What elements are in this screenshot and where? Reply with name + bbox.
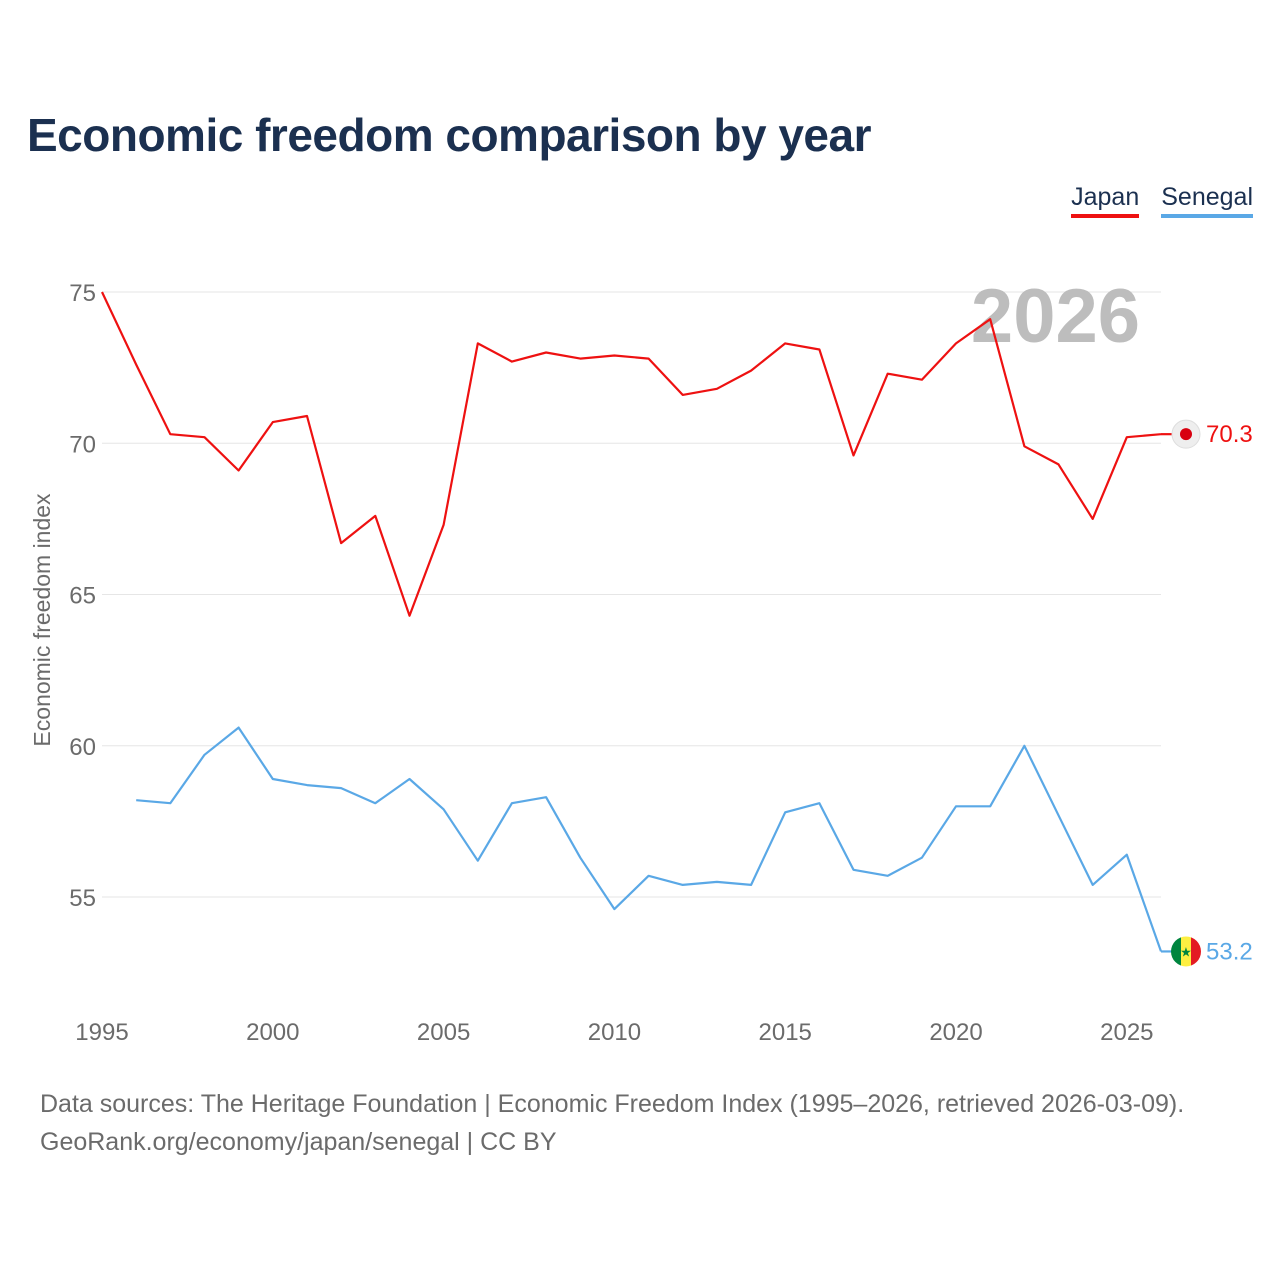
x-tick-label: 1995 bbox=[75, 1019, 128, 1046]
y-tick-label: 65 bbox=[69, 583, 96, 610]
legend-item-senegal[interactable]: Senegal bbox=[1161, 182, 1253, 218]
svg-text:★: ★ bbox=[1180, 944, 1192, 959]
x-tick-labels: 1995 2000 2005 2010 2015 2020 2025 bbox=[75, 1019, 1153, 1046]
x-tick-label: 2025 bbox=[1100, 1019, 1153, 1046]
y-axis-label: Economic freedom index bbox=[29, 493, 55, 747]
series-line-senegal bbox=[136, 726, 1163, 952]
grid-lines bbox=[102, 291, 1161, 898]
legend-label-senegal: Senegal bbox=[1161, 183, 1253, 211]
legend-swatch-japan bbox=[1071, 214, 1140, 218]
end-value-label-japan: 70.3 bbox=[1206, 421, 1253, 448]
japan-flag-icon bbox=[1171, 419, 1201, 449]
y-tick-label: 55 bbox=[69, 885, 96, 912]
senegal-flag-icon: ★ bbox=[1171, 936, 1201, 967]
legend: Japan Senegal bbox=[1071, 182, 1253, 218]
footer-sources: Data sources: The Heritage Foundation | … bbox=[40, 1090, 1185, 1118]
x-tick-label: 2020 bbox=[929, 1019, 982, 1046]
x-tick-label: 2000 bbox=[246, 1019, 299, 1046]
end-value-label-senegal: 53.2 bbox=[1206, 938, 1253, 965]
y-tick-label: 60 bbox=[69, 734, 96, 761]
series-lines bbox=[101, 291, 1163, 952]
year-watermark: 2026 bbox=[971, 274, 1140, 359]
legend-swatch-senegal bbox=[1161, 214, 1253, 218]
x-tick-label: 2005 bbox=[417, 1019, 470, 1046]
footer-link[interactable]: GeoRank.org/economy/japan/senegal | CC B… bbox=[40, 1128, 557, 1156]
legend-item-japan[interactable]: Japan bbox=[1071, 182, 1140, 218]
legend-label-japan: Japan bbox=[1071, 183, 1140, 211]
footer: Data sources: The Heritage Foundation | … bbox=[40, 1085, 1184, 1161]
x-tick-label: 2010 bbox=[588, 1019, 641, 1046]
y-tick-label: 70 bbox=[69, 431, 96, 458]
chart-title: Economic freedom comparison by year bbox=[27, 109, 872, 161]
y-tick-labels: 55 60 65 70 75 bbox=[69, 280, 96, 912]
y-tick-label: 75 bbox=[69, 280, 96, 307]
series-line-japan bbox=[101, 291, 1162, 617]
series-end-markers: 70.3 ★ 53.2 bbox=[1161, 419, 1253, 967]
x-tick-label: 2015 bbox=[759, 1019, 812, 1046]
